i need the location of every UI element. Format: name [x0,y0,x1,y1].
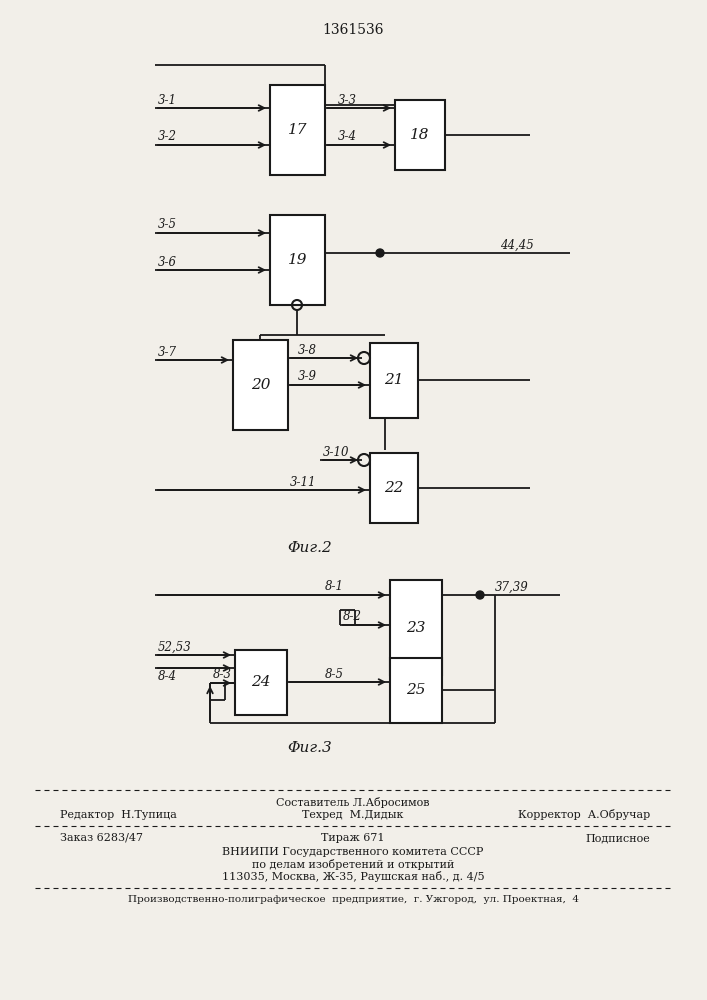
Text: 23: 23 [407,620,426,635]
Text: Φиг.3: Φиг.3 [288,741,332,755]
Text: Производственно-полиграфическое  предприятие,  г. Ужгород,  ул. Проектная,  4: Производственно-полиграфическое предприя… [127,896,578,904]
Text: 113035, Москва, Ж-35, Раушская наб., д. 4/5: 113035, Москва, Ж-35, Раушская наб., д. … [222,870,484,882]
Text: 3-4: 3-4 [338,130,357,143]
Text: 52,53: 52,53 [158,641,192,654]
Text: Составитель Л.Абросимов: Составитель Л.Абросимов [276,796,430,808]
Text: 8-2: 8-2 [343,610,362,624]
Text: 8-1: 8-1 [325,580,344,593]
Circle shape [376,249,384,257]
Text: 3-5: 3-5 [158,219,177,232]
FancyBboxPatch shape [270,85,325,175]
Text: Подписное: Подписное [585,833,650,843]
Text: 3-1: 3-1 [158,94,177,106]
Text: 19: 19 [288,253,308,267]
Text: 3-7: 3-7 [158,346,177,359]
Text: 8-3: 8-3 [213,668,232,682]
FancyBboxPatch shape [235,650,287,715]
FancyBboxPatch shape [390,658,442,723]
FancyBboxPatch shape [233,340,288,430]
Text: Редактор  Н.Тупица: Редактор Н.Тупица [60,810,177,820]
Text: 20: 20 [251,378,270,392]
Text: 24: 24 [251,676,271,690]
Text: по делам изобретений и открытий: по делам изобретений и открытий [252,858,454,869]
Text: 22: 22 [384,481,404,495]
Text: 25: 25 [407,684,426,698]
FancyBboxPatch shape [395,100,445,170]
Text: 8-5: 8-5 [325,668,344,680]
FancyBboxPatch shape [370,343,418,418]
Text: Корректор  А.Обручар: Корректор А.Обручар [518,810,650,820]
Text: 37,39: 37,39 [495,580,529,593]
Text: Техред  М.Дидык: Техред М.Дидык [303,810,404,820]
Text: 3-9: 3-9 [298,370,317,383]
Text: 3-6: 3-6 [158,255,177,268]
Text: 17: 17 [288,123,308,137]
Text: 3-11: 3-11 [290,476,317,488]
Text: Тираж 671: Тираж 671 [321,833,385,843]
Text: ВНИИПИ Государственного комитета СССР: ВНИИПИ Государственного комитета СССР [222,847,484,857]
FancyBboxPatch shape [370,453,418,523]
Text: 3-8: 3-8 [298,344,317,357]
Text: Заказ 6283/47: Заказ 6283/47 [60,833,143,843]
FancyBboxPatch shape [270,215,325,305]
Text: Φиг.2: Φиг.2 [288,541,332,555]
Text: 1361536: 1361536 [322,23,384,37]
Text: 44,45: 44,45 [500,238,534,251]
Text: 8-4: 8-4 [158,670,177,682]
FancyBboxPatch shape [390,580,442,675]
Text: 21: 21 [384,373,404,387]
Circle shape [476,591,484,599]
Text: 3-2: 3-2 [158,130,177,143]
Text: 18: 18 [410,128,430,142]
Text: 3-10: 3-10 [323,446,349,458]
Text: 3-3: 3-3 [338,94,357,106]
